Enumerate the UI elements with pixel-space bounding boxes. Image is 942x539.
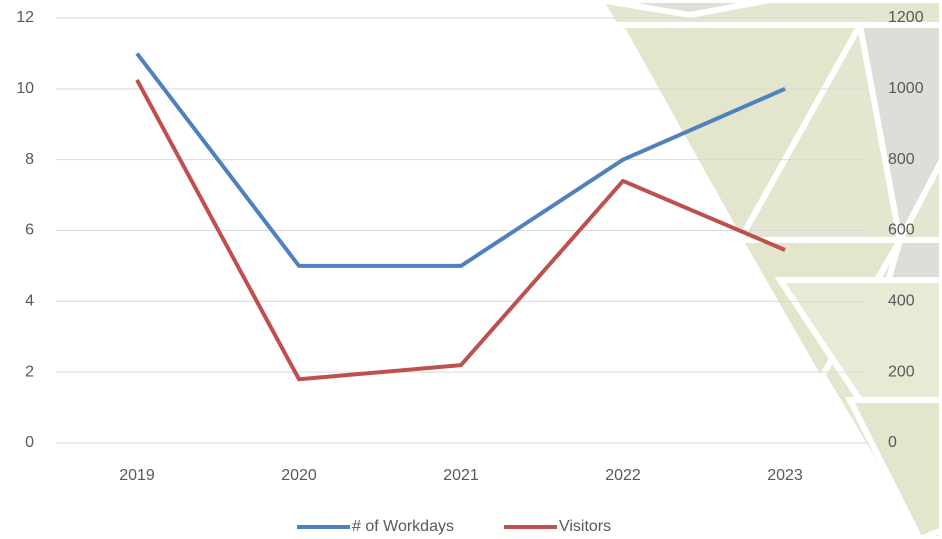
y2-tick-label: 800 — [888, 151, 915, 168]
chart: 0 2 4 6 8 10 12 0 200 400 600 800 1000 1200 2019 2020 20… — [0, 0, 942, 539]
y-tick-label: 8 — [25, 151, 34, 168]
y-tick-label: 4 — [25, 293, 34, 310]
y-tick-label: 6 — [25, 222, 34, 239]
y2-tick-label: 1000 — [888, 80, 924, 97]
x-tick-label: 2020 — [281, 467, 317, 484]
legend-label: Visitors — [559, 518, 611, 535]
y2-tick-label: 1200 — [888, 9, 924, 26]
y-tick-label: 0 — [25, 434, 34, 451]
y2-tick-label: 600 — [888, 222, 915, 239]
y-tick-label: 12 — [16, 9, 34, 26]
y2-tick-label: 200 — [888, 363, 915, 380]
y2-tick-label: 0 — [888, 434, 897, 451]
y-tick-label: 10 — [16, 80, 34, 97]
x-tick-label: 2022 — [605, 467, 641, 484]
x-tick-label: 2021 — [443, 467, 479, 484]
legend-label: # of Workdays — [352, 518, 454, 535]
y-tick-label: 2 — [25, 363, 34, 380]
x-tick-label: 2023 — [767, 467, 803, 484]
y2-tick-label: 400 — [888, 293, 915, 310]
x-tick-label: 2019 — [119, 467, 155, 484]
